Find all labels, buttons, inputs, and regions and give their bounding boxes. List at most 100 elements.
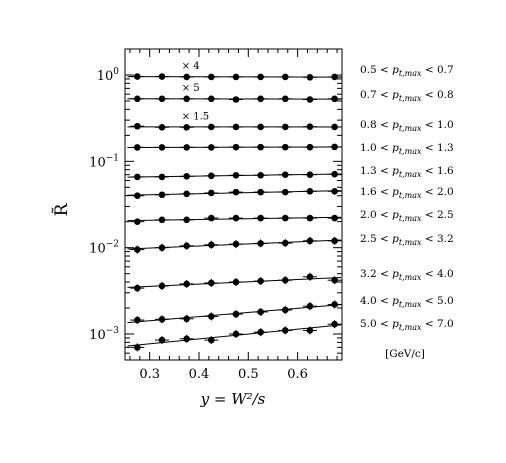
data-point xyxy=(183,217,190,224)
y-axis-title: R̃ xyxy=(52,202,72,216)
data-point xyxy=(134,344,141,351)
data-point xyxy=(233,279,240,286)
data-point xyxy=(208,190,215,197)
range-label: 3.2 < pt,max < 4.0 xyxy=(360,268,454,282)
data-point xyxy=(307,215,314,222)
data-point xyxy=(159,124,166,131)
data-point xyxy=(233,144,240,151)
data-point xyxy=(183,281,190,288)
data-point xyxy=(208,95,215,102)
data-point xyxy=(257,189,264,196)
multiplier-label: × 4 xyxy=(182,61,200,72)
data-point xyxy=(208,337,215,344)
data-point xyxy=(282,171,289,178)
data-point xyxy=(257,124,264,131)
data-point xyxy=(307,303,314,310)
data-point xyxy=(134,123,141,130)
data-point xyxy=(134,144,141,151)
data-point xyxy=(159,174,166,181)
range-label: 0.5 < pt,max < 0.7 xyxy=(360,64,454,78)
data-point xyxy=(282,277,289,284)
data-point xyxy=(257,278,264,285)
data-point xyxy=(257,329,264,336)
data-point xyxy=(183,316,190,323)
data-point xyxy=(159,283,166,290)
y-tick-label: 10−3 xyxy=(89,326,119,343)
data-point xyxy=(331,238,338,245)
range-label: 2.5 < pt,max < 3.2 xyxy=(360,233,454,247)
data-point xyxy=(208,144,215,151)
data-point xyxy=(208,124,215,131)
data-point xyxy=(282,215,289,222)
data-point xyxy=(134,246,141,253)
y-tick-label: 10−2 xyxy=(89,240,119,257)
x-tick-label: 0.4 xyxy=(189,367,210,382)
range-label: 1.3 < pt,max < 1.6 xyxy=(360,165,454,179)
data-point xyxy=(307,171,314,178)
data-point xyxy=(208,172,215,179)
data-point xyxy=(331,301,338,308)
y-tick-label: 10−1 xyxy=(89,153,119,170)
data-point xyxy=(282,144,289,151)
data-point xyxy=(233,189,240,196)
data-point xyxy=(134,218,141,225)
data-point xyxy=(307,96,314,103)
data-marks xyxy=(127,73,341,351)
data-point xyxy=(233,172,240,179)
data-point xyxy=(257,309,264,316)
data-point xyxy=(134,285,141,292)
data-point xyxy=(331,188,338,195)
data-point xyxy=(208,313,215,320)
data-point xyxy=(307,74,314,81)
data-point xyxy=(257,172,264,179)
x-axis-title: y = W²/s xyxy=(200,390,266,408)
data-point xyxy=(183,243,190,250)
data-point xyxy=(233,215,240,222)
data-point xyxy=(257,144,264,151)
data-point xyxy=(208,241,215,248)
data-point xyxy=(233,124,240,131)
x-tick-label: 0.3 xyxy=(139,367,160,382)
data-point xyxy=(159,73,166,80)
data-point xyxy=(134,317,141,324)
x-tick-label: 0.5 xyxy=(238,367,259,382)
data-point xyxy=(257,240,264,247)
range-label: 4.0 < pt,max < 5.0 xyxy=(360,295,454,309)
units-label: [GeV/c] xyxy=(385,348,425,360)
data-point xyxy=(307,238,314,245)
range-label: 0.8 < pt,max < 1.0 xyxy=(360,119,454,133)
data-point xyxy=(183,124,190,131)
data-point xyxy=(159,217,166,224)
data-point xyxy=(183,74,190,81)
data-point xyxy=(233,74,240,81)
data-point xyxy=(282,124,289,131)
data-point xyxy=(159,244,166,251)
data-point xyxy=(233,96,240,103)
data-point xyxy=(183,191,190,198)
data-point xyxy=(307,188,314,195)
range-label: 5.0 < pt,max < 7.0 xyxy=(360,318,454,332)
data-point xyxy=(257,74,264,81)
data-point xyxy=(134,95,141,102)
data-point xyxy=(257,95,264,102)
data-point xyxy=(183,336,190,343)
data-point xyxy=(282,74,289,81)
data-point xyxy=(331,124,338,131)
data-point xyxy=(282,240,289,247)
data-point xyxy=(134,192,141,199)
data-point xyxy=(282,189,289,196)
data-point xyxy=(307,123,314,130)
multiplier-label: × 1.5 xyxy=(182,111,209,122)
data-point xyxy=(159,95,166,102)
data-point xyxy=(257,215,264,222)
data-point xyxy=(282,95,289,102)
data-point xyxy=(331,215,338,222)
range-label: 2.0 < pt,max < 2.5 xyxy=(360,209,454,223)
data-point xyxy=(233,331,240,338)
data-point xyxy=(233,311,240,318)
multiplier-label: × 5 xyxy=(182,83,200,94)
data-point xyxy=(183,95,190,102)
range-label: 1.6 < pt,max < 2.0 xyxy=(360,186,454,200)
data-point xyxy=(134,174,141,181)
